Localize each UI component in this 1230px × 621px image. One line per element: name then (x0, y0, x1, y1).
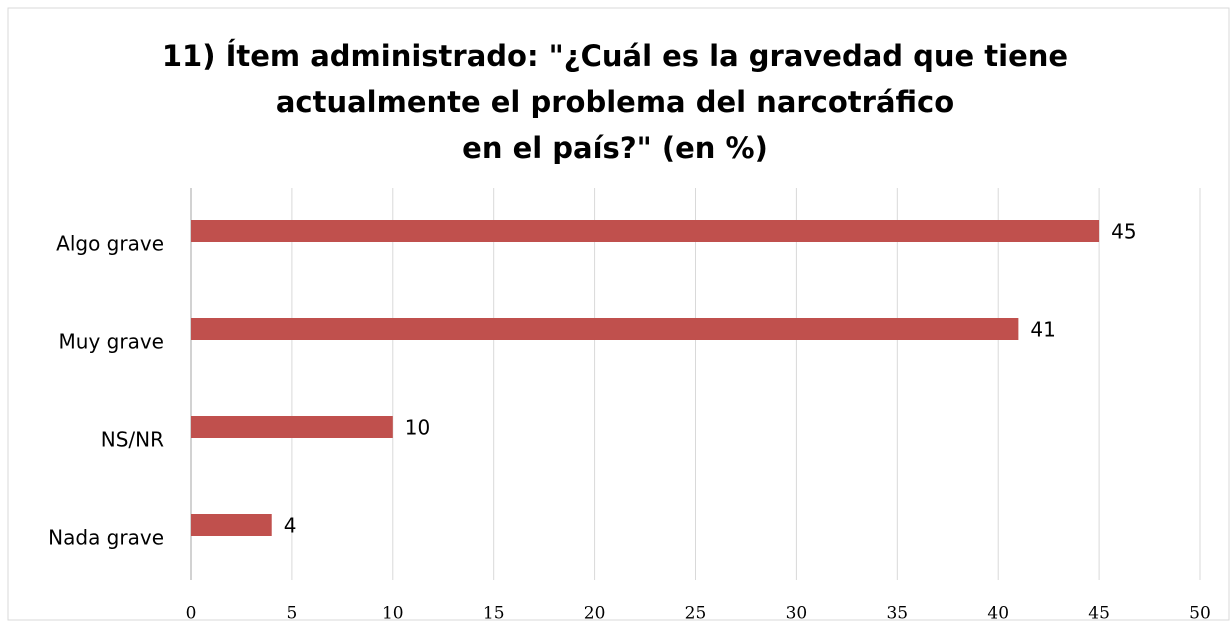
y-tick-label: NS/NR (101, 428, 164, 452)
y-tick-label: Nada grave (48, 526, 164, 550)
value-label: 10 (405, 416, 430, 440)
x-tick-label: 10 (382, 604, 404, 621)
bar (191, 514, 272, 536)
chart-title: en el país?" (en %) (462, 131, 768, 165)
x-tick-label: 25 (685, 604, 707, 621)
x-tick-label: 15 (483, 604, 505, 621)
x-tick-label: 35 (886, 604, 908, 621)
bar (191, 318, 1019, 340)
y-tick-label: Muy grave (59, 330, 164, 354)
bar (191, 416, 393, 438)
y-tick-label: Algo grave (56, 232, 164, 256)
x-tick-label: 30 (786, 604, 808, 621)
value-label: 41 (1030, 318, 1055, 342)
x-tick-label: 45 (1088, 604, 1110, 621)
chart-title: actualmente el problema del narcotráfico (276, 85, 954, 119)
x-tick-label: 20 (584, 604, 606, 621)
x-tick-label: 50 (1189, 604, 1211, 621)
x-tick-label: 0 (186, 604, 197, 621)
value-label: 4 (284, 514, 297, 538)
bar (191, 220, 1100, 242)
value-label: 45 (1111, 220, 1136, 244)
x-tick-label: 5 (286, 604, 297, 621)
chart-title: 11) Ítem administrado: "¿Cuál es la grav… (162, 39, 1068, 73)
x-tick-label: 40 (987, 604, 1009, 621)
